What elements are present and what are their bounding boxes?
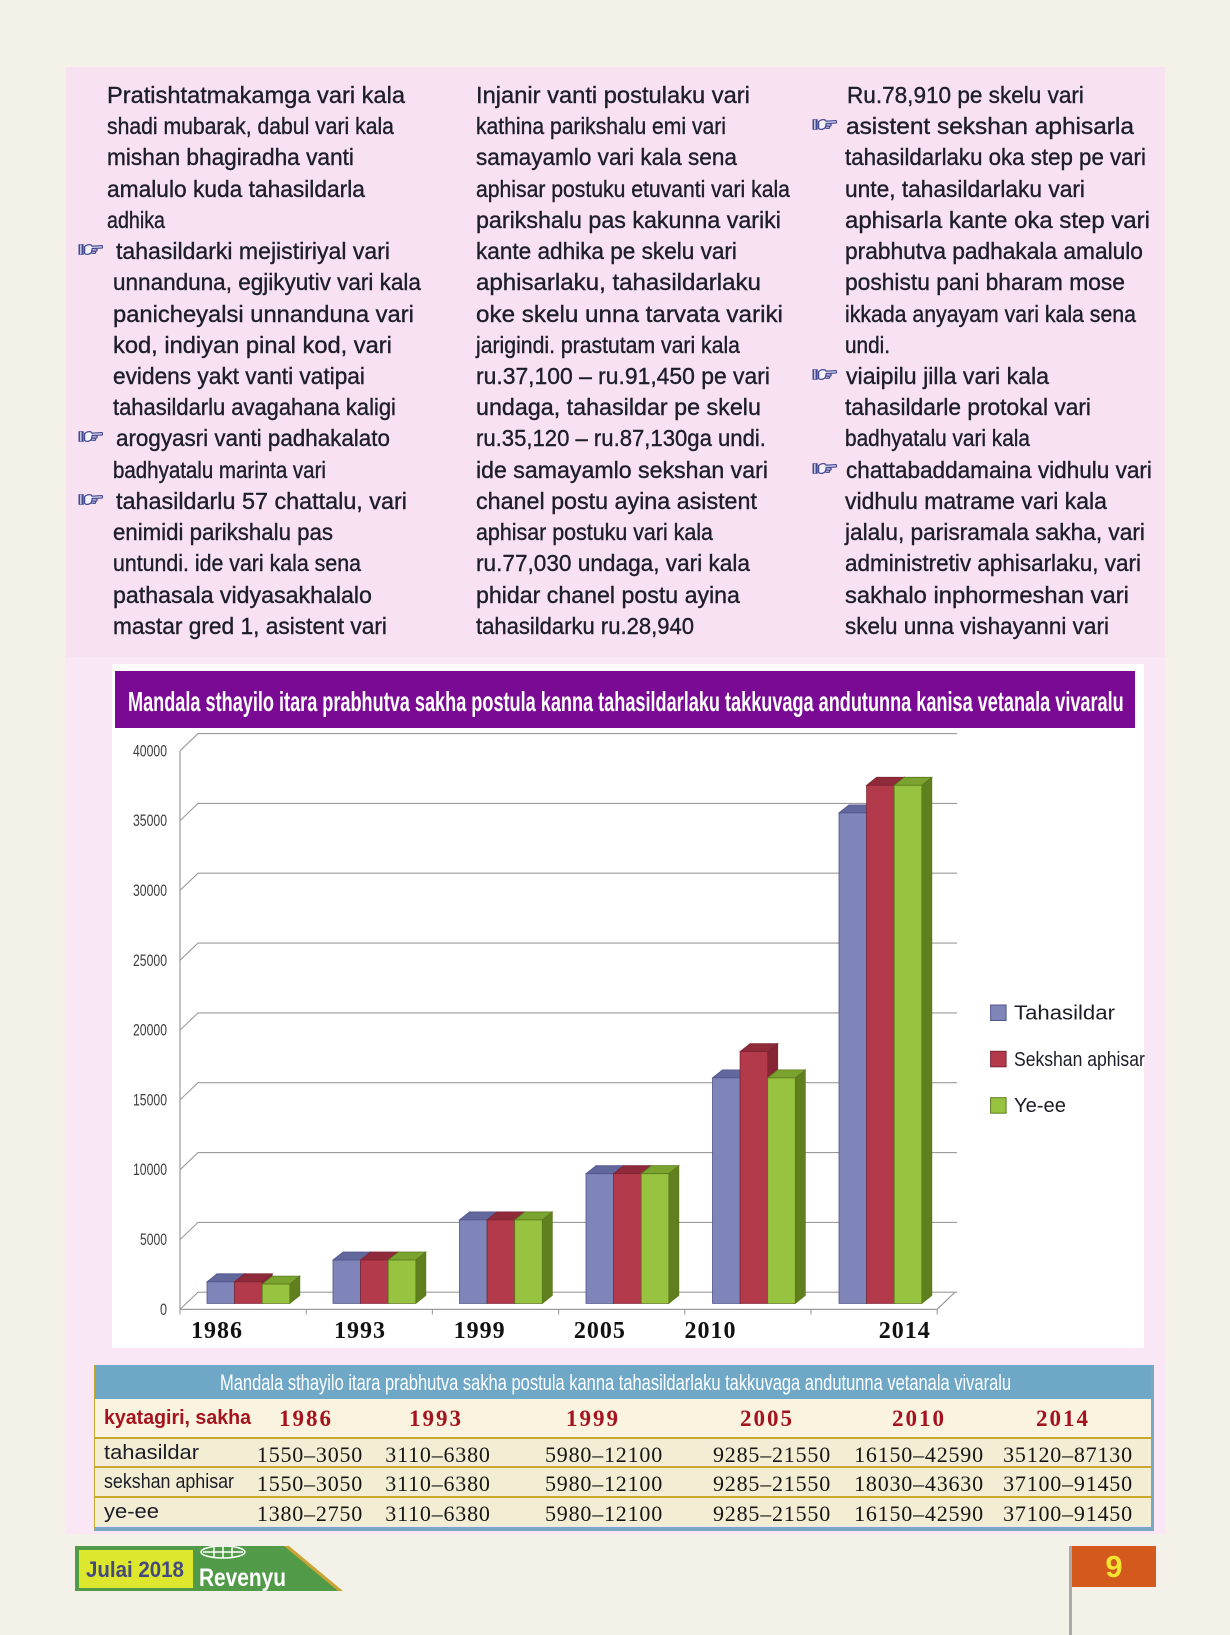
svg-text:40000: 40000 bbox=[133, 742, 167, 760]
svg-text:15000: 15000 bbox=[133, 1091, 167, 1109]
svg-text:20000: 20000 bbox=[133, 1022, 167, 1040]
svg-text:10000: 10000 bbox=[133, 1161, 167, 1179]
svg-text:0: 0 bbox=[160, 1301, 167, 1319]
svg-text:Sekshan aphisar: Sekshan aphisar bbox=[1014, 1048, 1145, 1070]
svg-text:2010: 2010 bbox=[685, 1318, 737, 1344]
svg-text:1999: 1999 bbox=[454, 1318, 506, 1344]
svg-text:2014: 2014 bbox=[879, 1318, 931, 1344]
svg-text:1986: 1986 bbox=[191, 1318, 243, 1344]
svg-text:2005: 2005 bbox=[574, 1318, 626, 1344]
svg-text:Tahasildar: Tahasildar bbox=[1014, 1002, 1115, 1024]
svg-text:35000: 35000 bbox=[133, 812, 167, 830]
svg-text:30000: 30000 bbox=[133, 882, 167, 900]
svg-text:5000: 5000 bbox=[140, 1231, 167, 1249]
svg-text:1993: 1993 bbox=[334, 1318, 386, 1344]
svg-text:Julai 2018: Julai 2018 bbox=[86, 1557, 184, 1582]
svg-text:25000: 25000 bbox=[133, 952, 167, 970]
svg-text:Revenyu: Revenyu bbox=[199, 1563, 286, 1591]
svg-text:Ye-ee: Ye-ee bbox=[1014, 1095, 1066, 1117]
